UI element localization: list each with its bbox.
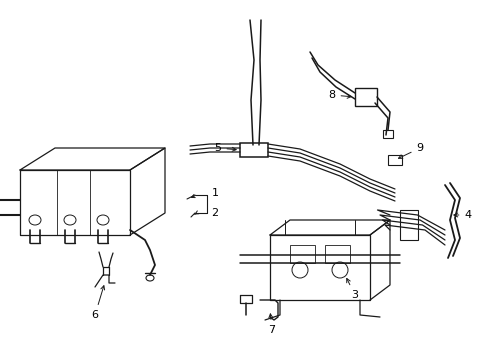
- Text: 9: 9: [398, 143, 423, 158]
- Text: 1: 1: [211, 188, 218, 198]
- Text: 5: 5: [214, 143, 236, 153]
- Bar: [289, 245, 314, 263]
- Bar: [240, 143, 267, 157]
- Bar: [399, 210, 417, 240]
- Text: 6: 6: [91, 286, 104, 320]
- Text: 8: 8: [328, 90, 350, 100]
- Bar: [325, 245, 349, 263]
- Text: 7: 7: [268, 314, 275, 335]
- Bar: [382, 130, 392, 138]
- Text: 2: 2: [211, 208, 218, 218]
- Text: 3: 3: [346, 278, 358, 300]
- Bar: [387, 155, 401, 165]
- Bar: [354, 88, 376, 106]
- Text: 4: 4: [453, 210, 470, 220]
